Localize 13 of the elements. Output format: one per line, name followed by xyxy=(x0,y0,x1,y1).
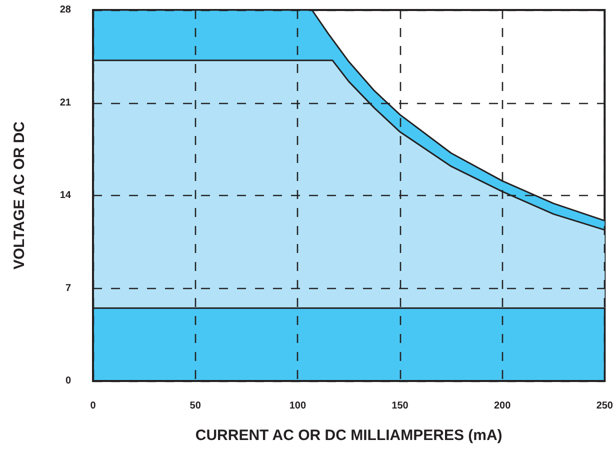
y-tick-label: 14 xyxy=(60,190,72,201)
x-axis-title: CURRENT AC OR DC MILLIAMPERES (mA) xyxy=(195,427,502,444)
x-tick-label: 150 xyxy=(392,400,409,412)
x-tick-label: 250 xyxy=(596,400,614,412)
y-tick-label: 0 xyxy=(65,376,72,386)
y-axis-title: VOLTAGE AC OR DC xyxy=(11,121,28,270)
y-tick-label: 21 xyxy=(60,97,72,108)
y-tick-label: 7 xyxy=(65,282,72,294)
x-tick-label: 100 xyxy=(289,400,306,412)
x-tick-label: 50 xyxy=(190,400,202,412)
x-tick-label: 200 xyxy=(494,400,512,412)
y-tick-label: 28 xyxy=(60,4,72,16)
x-tick-label: 0 xyxy=(90,400,96,412)
